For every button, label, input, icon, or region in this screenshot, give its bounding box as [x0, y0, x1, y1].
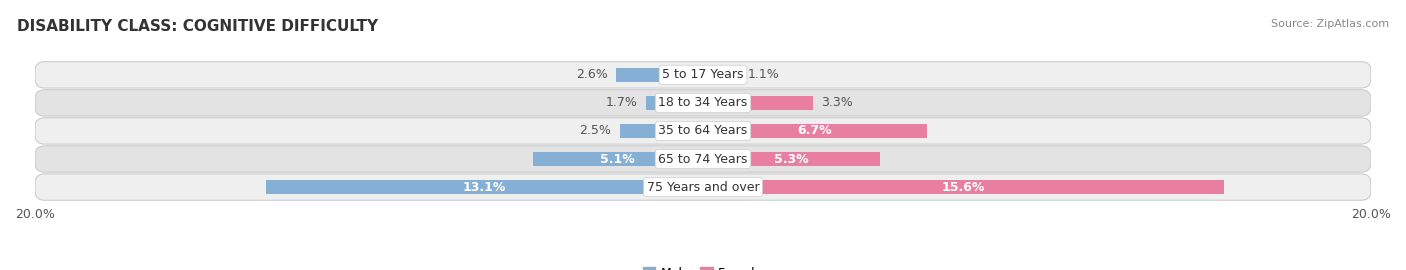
- Bar: [703, 180, 1223, 194]
- FancyBboxPatch shape: [35, 90, 1371, 116]
- Bar: [616, 68, 703, 82]
- Text: 13.1%: 13.1%: [463, 181, 506, 194]
- Text: 5.1%: 5.1%: [600, 153, 636, 166]
- Text: 5 to 17 Years: 5 to 17 Years: [662, 68, 744, 81]
- Text: 3.3%: 3.3%: [821, 96, 853, 109]
- Text: 35 to 64 Years: 35 to 64 Years: [658, 124, 748, 137]
- Text: Source: ZipAtlas.com: Source: ZipAtlas.com: [1271, 19, 1389, 29]
- Text: 75 Years and over: 75 Years and over: [647, 181, 759, 194]
- Text: 5.3%: 5.3%: [775, 153, 808, 166]
- Text: 65 to 74 Years: 65 to 74 Years: [658, 153, 748, 166]
- Bar: [647, 96, 703, 110]
- Bar: [533, 152, 703, 166]
- Text: DISABILITY CLASS: COGNITIVE DIFFICULTY: DISABILITY CLASS: COGNITIVE DIFFICULTY: [17, 19, 378, 34]
- FancyBboxPatch shape: [35, 174, 1371, 200]
- Text: 2.6%: 2.6%: [576, 68, 607, 81]
- Text: 18 to 34 Years: 18 to 34 Years: [658, 96, 748, 109]
- Text: 1.7%: 1.7%: [606, 96, 638, 109]
- Bar: [703, 124, 927, 138]
- Bar: [620, 124, 703, 138]
- Text: 15.6%: 15.6%: [942, 181, 986, 194]
- Text: 2.5%: 2.5%: [579, 124, 612, 137]
- Bar: [703, 68, 740, 82]
- FancyBboxPatch shape: [35, 146, 1371, 172]
- Text: 6.7%: 6.7%: [797, 124, 832, 137]
- Bar: [266, 180, 703, 194]
- Legend: Male, Female: Male, Female: [638, 262, 768, 270]
- Bar: [703, 152, 880, 166]
- FancyBboxPatch shape: [35, 62, 1371, 88]
- Text: 1.1%: 1.1%: [748, 68, 780, 81]
- Bar: [703, 96, 813, 110]
- FancyBboxPatch shape: [35, 118, 1371, 144]
